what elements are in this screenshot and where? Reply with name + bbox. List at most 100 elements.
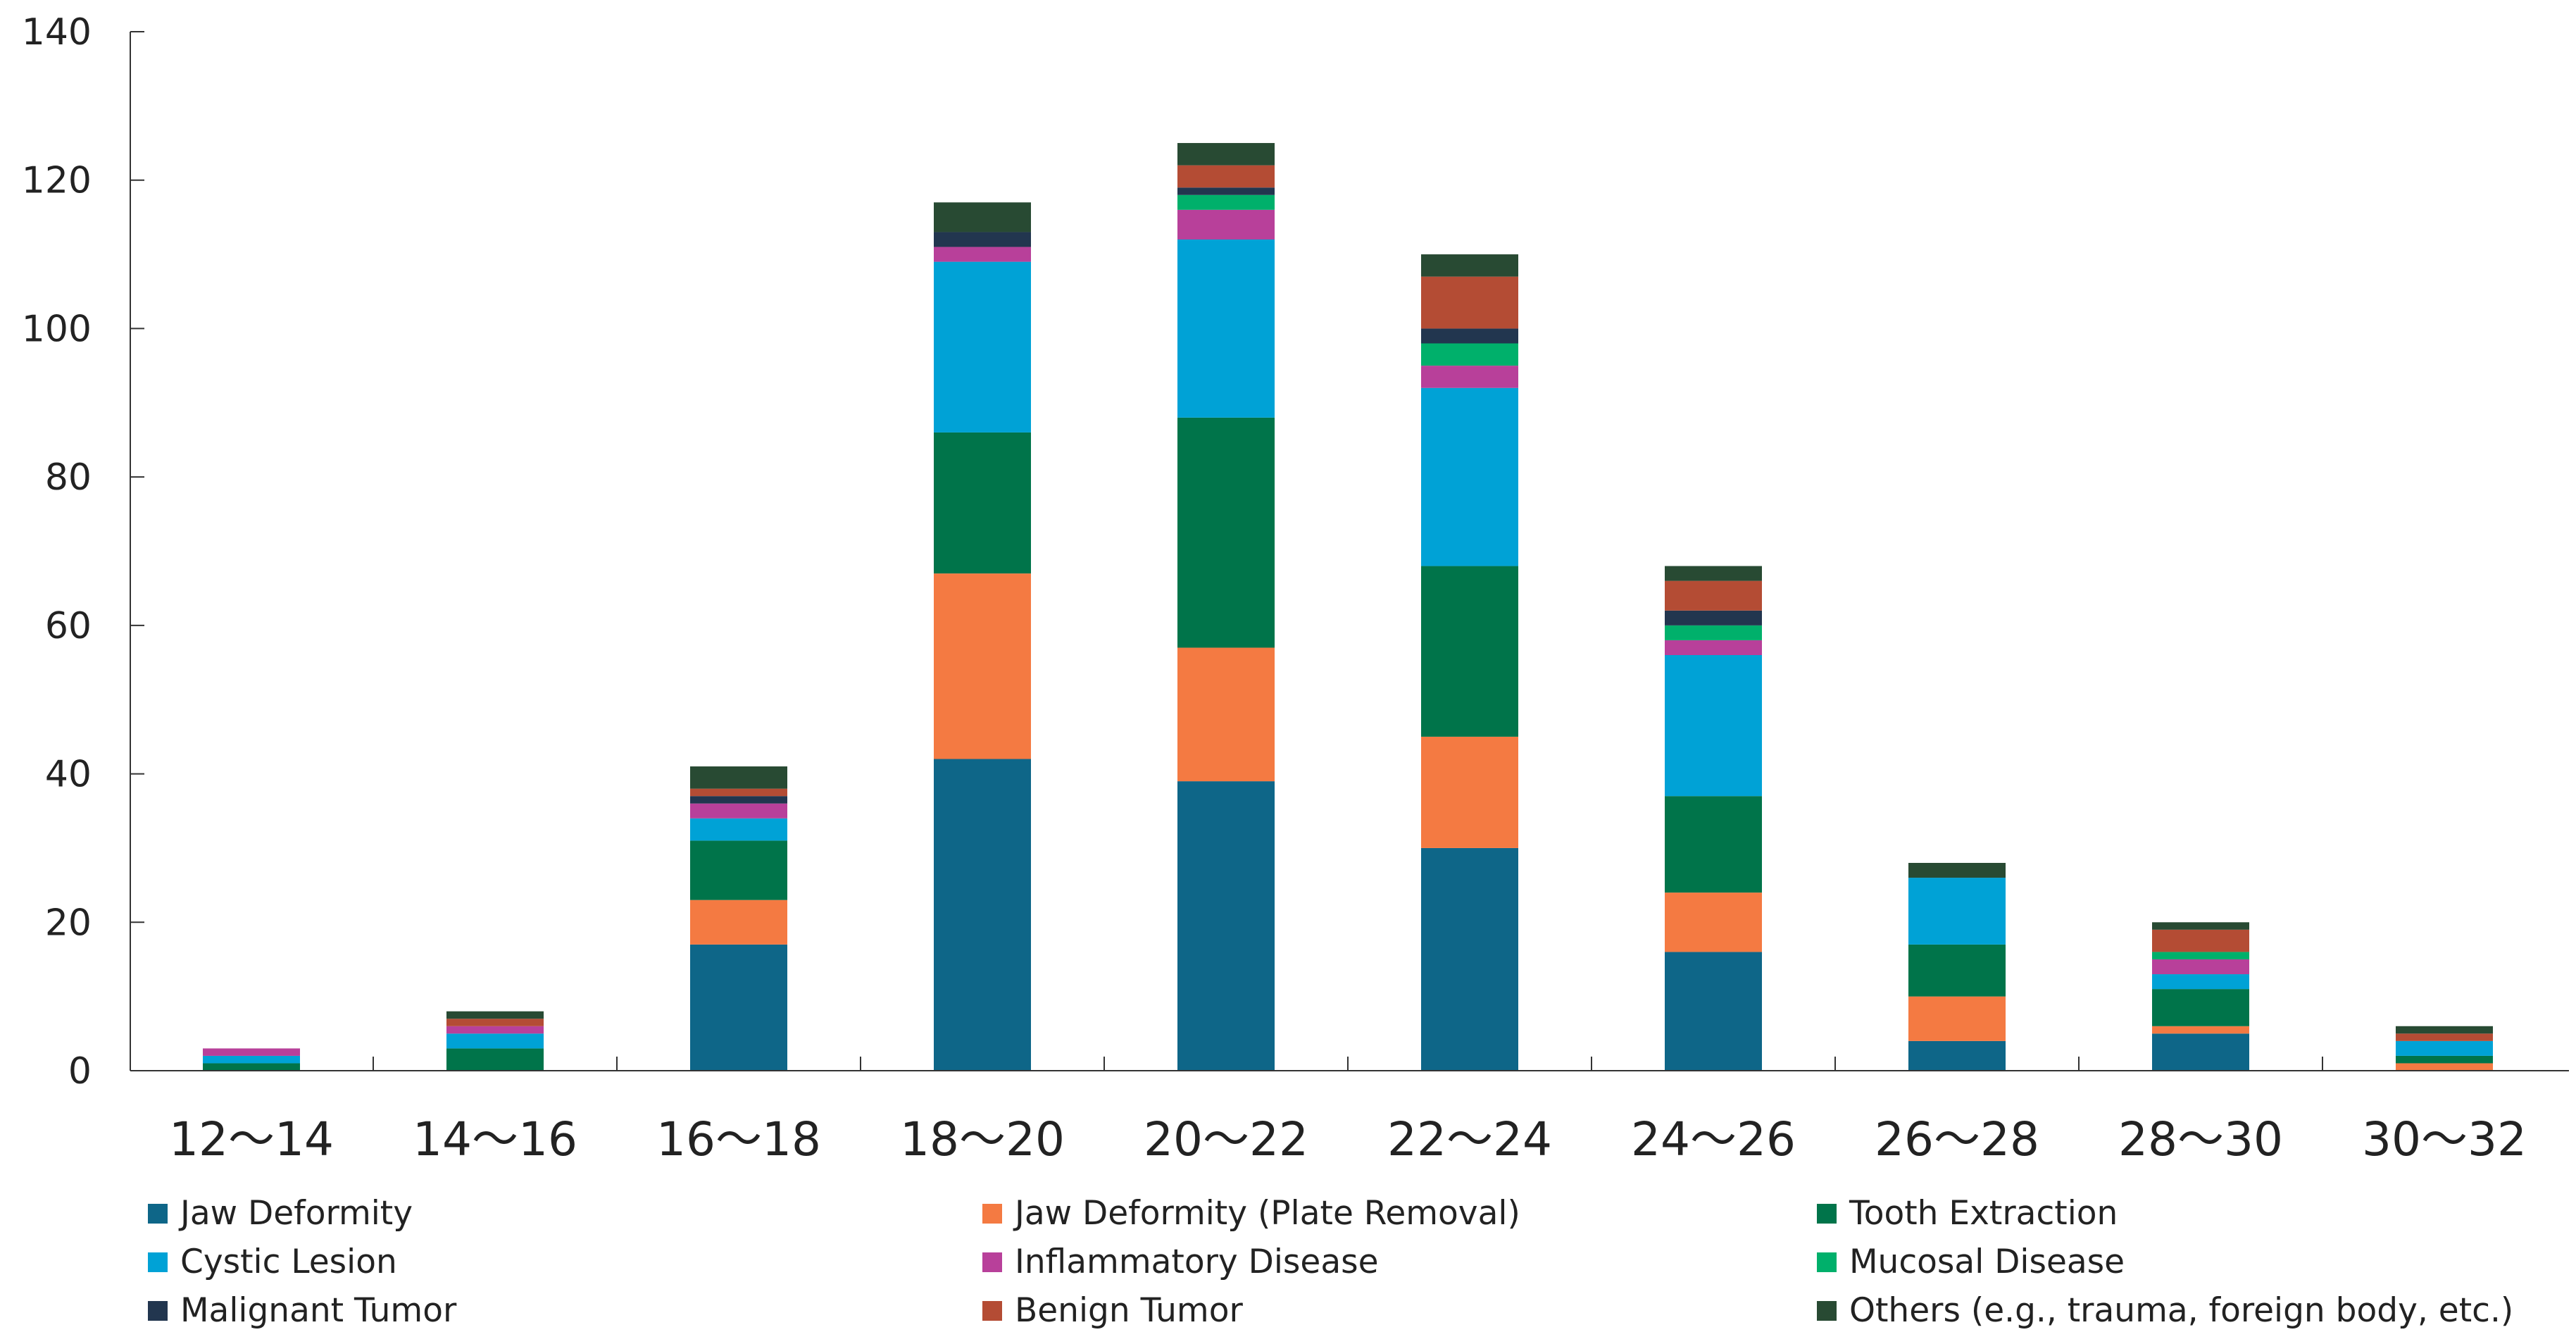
- legend-label-7: Malignant Tumor: [180, 1291, 457, 1330]
- x-tick-label-5: 20～22: [1144, 1112, 1308, 1166]
- bars-layer: [203, 143, 2493, 1071]
- x-tick-label-9: 28～30: [2118, 1112, 2283, 1166]
- bar-segment-4-2: [934, 573, 1031, 759]
- bar-segment-6-7: [1421, 328, 1518, 344]
- legend-swatch-1: [148, 1203, 168, 1224]
- legend-item-4: Cystic Lesion: [148, 1238, 982, 1286]
- bar-segment-3-4: [690, 818, 787, 841]
- legend-label-6: Mucosal Disease: [1849, 1243, 2125, 1281]
- legend-item-7: Malignant Tumor: [148, 1286, 982, 1335]
- bar-segment-2-3: [446, 1048, 544, 1071]
- y-tick-label-2: 40: [45, 754, 92, 796]
- bar-segment-10-8: [2396, 1033, 2493, 1041]
- bar-segment-9-1: [2152, 1033, 2249, 1071]
- legend-swatch-7: [148, 1300, 168, 1321]
- bar-segment-6-3: [1421, 566, 1518, 737]
- bar-segment-2-4: [446, 1033, 544, 1049]
- bar-segment-7-2: [1665, 892, 1762, 952]
- bar-segment-2-8: [446, 1019, 544, 1026]
- bar-segment-5-9: [1177, 143, 1275, 166]
- x-tick-label-2: 14～16: [413, 1112, 577, 1166]
- legend-item-8: Benign Tumor: [982, 1286, 1817, 1335]
- bar-segment-9-3: [2152, 989, 2249, 1026]
- y-tick-label-3: 60: [45, 605, 92, 647]
- bar-segment-3-2: [690, 900, 787, 945]
- bar-segment-7-4: [1665, 655, 1762, 797]
- bar-segment-4-3: [934, 432, 1031, 574]
- bar-segment-3-5: [690, 803, 787, 819]
- bar-segment-5-6: [1177, 194, 1275, 210]
- bar-segment-4-5: [934, 247, 1031, 262]
- legend-swatch-4: [148, 1252, 168, 1272]
- bar-segment-7-1: [1665, 952, 1762, 1071]
- bar-segment-3-3: [690, 840, 787, 900]
- bar-segment-6-9: [1421, 254, 1518, 277]
- bar-segment-9-6: [2152, 952, 2249, 959]
- bar-segment-3-8: [690, 788, 787, 797]
- legend: Jaw Deformity Jaw Deformity (Plate Remova…: [148, 1189, 2542, 1337]
- bar-segment-4-7: [934, 232, 1031, 247]
- legend-label-9: Others (e.g., trauma, foreign body, etc.…: [1849, 1291, 2514, 1330]
- legend-label-5: Inflammatory Disease: [1015, 1243, 1379, 1281]
- bar-segment-2-5: [446, 1026, 544, 1034]
- bar-segment-9-4: [2152, 974, 2249, 990]
- legend-swatch-5: [982, 1252, 1002, 1272]
- bar-segment-10-9: [2396, 1026, 2493, 1034]
- y-tick-label-6: 120: [22, 160, 92, 202]
- legend-item-5: Inflammatory Disease: [982, 1238, 1817, 1286]
- bar-segment-5-1: [1177, 781, 1275, 1071]
- y-tick-label-0: 0: [68, 1050, 92, 1093]
- bar-segment-8-9: [1908, 863, 2006, 878]
- x-tick-label-10: 30～32: [2362, 1112, 2527, 1166]
- legend-item-6: Mucosal Disease: [1817, 1238, 2542, 1286]
- bar-segment-8-4: [1908, 878, 2006, 945]
- legend-swatch-3: [1817, 1203, 1837, 1224]
- bar-segment-6-8: [1421, 276, 1518, 329]
- legend-swatch-6: [1817, 1252, 1837, 1272]
- bar-segment-1-4: [203, 1055, 300, 1064]
- legend-label-4: Cystic Lesion: [180, 1243, 397, 1281]
- bar-segment-5-5: [1177, 209, 1275, 239]
- bar-segment-1-3: [203, 1063, 300, 1071]
- bar-segment-10-4: [2396, 1040, 2493, 1056]
- bar-segment-7-7: [1665, 610, 1762, 626]
- bar-segment-8-1: [1908, 1040, 2006, 1071]
- bar-segment-5-2: [1177, 647, 1275, 782]
- axes-layer: 0 20 40 60 80 100 120 140 12～14 14～16 16～18 18～20 20…: [22, 11, 2569, 1166]
- x-tick-label-6: 22～24: [1387, 1112, 1552, 1166]
- bar-segment-5-4: [1177, 239, 1275, 418]
- y-tick-label-1: 20: [45, 902, 92, 944]
- bar-segment-9-9: [2152, 922, 2249, 930]
- bar-segment-6-4: [1421, 387, 1518, 566]
- y-tick-label-4: 80: [45, 456, 92, 499]
- bar-segment-6-2: [1421, 736, 1518, 848]
- bar-segment-1-5: [203, 1048, 300, 1056]
- legend-label-8: Benign Tumor: [1015, 1291, 1243, 1330]
- legend-label-2: Jaw Deformity (Plate Removal): [1015, 1194, 1520, 1233]
- bar-segment-4-1: [934, 759, 1031, 1071]
- legend-label-3: Tooth Extraction: [1849, 1194, 2118, 1233]
- bar-segment-9-8: [2152, 929, 2249, 952]
- bar-segment-3-9: [690, 766, 787, 789]
- bar-segment-5-8: [1177, 165, 1275, 188]
- bar-segment-3-7: [690, 796, 787, 804]
- bar-segment-9-2: [2152, 1026, 2249, 1034]
- x-tick-label-3: 16～18: [656, 1112, 821, 1166]
- bar-segment-4-4: [934, 261, 1031, 433]
- bar-segment-7-3: [1665, 796, 1762, 893]
- bar-segment-6-6: [1421, 343, 1518, 366]
- bar-segment-6-1: [1421, 847, 1518, 1071]
- bar-segment-8-3: [1908, 944, 2006, 997]
- bar-segment-7-9: [1665, 566, 1762, 581]
- x-tick-label-4: 18～20: [900, 1112, 1065, 1166]
- bar-segment-9-5: [2152, 959, 2249, 975]
- bar-segment-10-2: [2396, 1063, 2493, 1071]
- legend-item-2: Jaw Deformity (Plate Removal): [982, 1189, 1817, 1238]
- y-tick-label-5: 100: [22, 308, 92, 350]
- legend-item-1: Jaw Deformity: [148, 1189, 982, 1238]
- legend-item-3: Tooth Extraction: [1817, 1189, 2542, 1238]
- bar-segment-3-1: [690, 944, 787, 1071]
- bar-segment-7-6: [1665, 625, 1762, 640]
- bar-segment-2-9: [446, 1011, 544, 1019]
